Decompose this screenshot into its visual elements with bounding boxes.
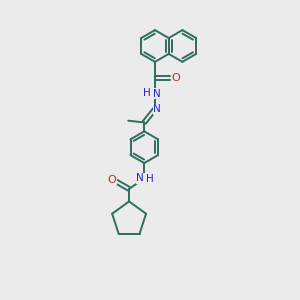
Text: N: N <box>136 173 144 183</box>
Text: O: O <box>107 175 116 185</box>
Text: H: H <box>146 174 154 184</box>
Text: N: N <box>153 104 161 114</box>
Text: N: N <box>153 89 161 99</box>
Text: H: H <box>143 88 151 98</box>
Text: O: O <box>172 73 180 83</box>
